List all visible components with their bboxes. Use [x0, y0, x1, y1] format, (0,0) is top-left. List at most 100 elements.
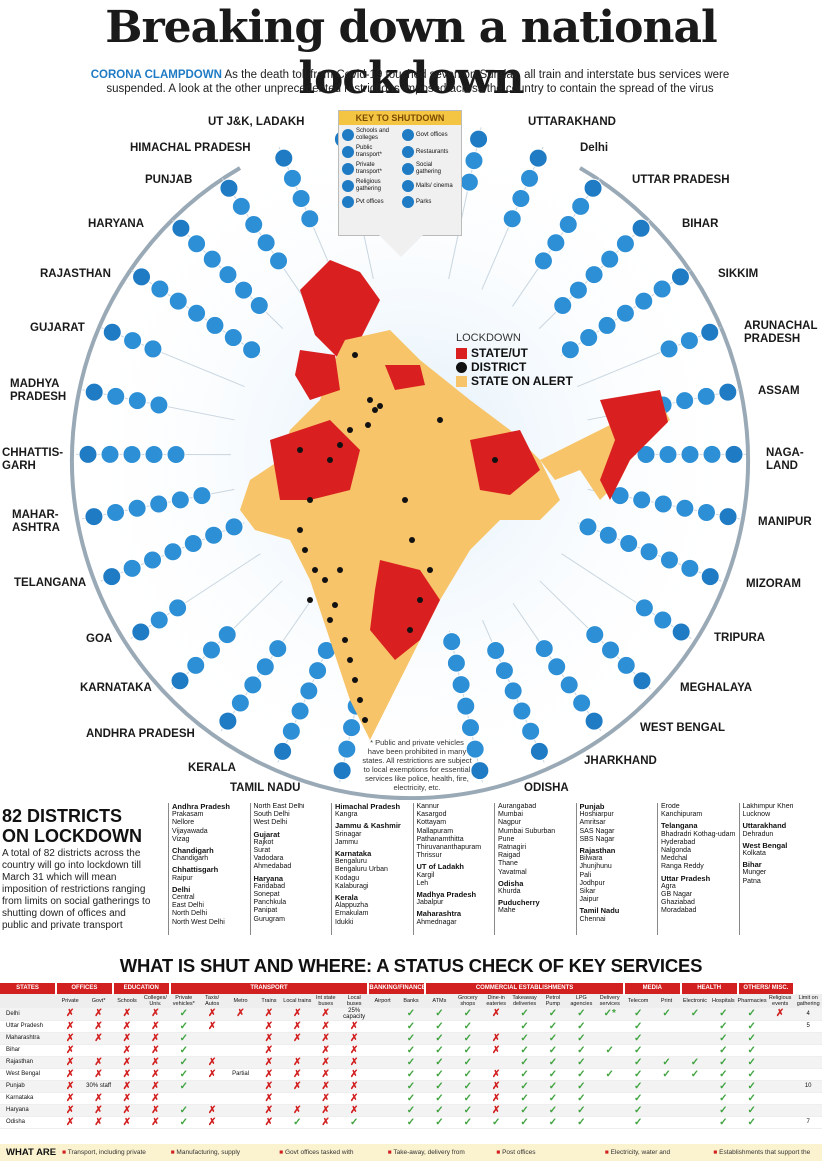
district-name: Mumbai Suburban [498, 827, 556, 835]
open-icon: ✓ [491, 1116, 501, 1128]
footer-label: WHAT ARE [6, 1147, 57, 1158]
closed-icon: ✗ [122, 1032, 132, 1044]
open-icon: ✓ [179, 1008, 188, 1020]
closed-icon: ✗ [122, 1068, 132, 1080]
closed-icon: ✗ [264, 1044, 274, 1056]
status-cell: ✓ [680, 1068, 710, 1081]
district-name: Raigad [498, 852, 521, 860]
key-item: Malls/ cinema [402, 179, 458, 193]
shutdown-icon [144, 444, 164, 464]
shutdown-icon [520, 168, 540, 188]
status-cell: ✗ [197, 1020, 227, 1033]
status-cell: ✓ [453, 1116, 482, 1129]
status-cell: ✓ [709, 1020, 738, 1033]
status-cell: ✓ [737, 1056, 766, 1069]
status-cell: ✓ [623, 1056, 653, 1069]
closed-icon: ✗ [264, 1056, 274, 1068]
status-cell: ✗ [197, 1056, 227, 1069]
closed-icon: ✗ [66, 1116, 75, 1128]
status-cell: ✗ [311, 1056, 340, 1069]
district-column: Erode Kanchipuram Telangana Bhadradri Kotha… [657, 803, 739, 935]
status-cell: ✗ [141, 1056, 170, 1069]
closed-icon: ✗ [491, 1092, 501, 1104]
status-cell: ✗ [56, 1020, 85, 1033]
district-dot [347, 657, 353, 663]
shutdown-icon [127, 391, 147, 411]
table-group-header: OTHERS/ MISC. [737, 983, 796, 995]
district-dot [297, 527, 303, 533]
shutdown-icon [186, 655, 206, 675]
shutdown-icon [615, 303, 635, 323]
status-cell [84, 1044, 113, 1057]
closed-icon: ✗ [349, 1092, 359, 1104]
open-icon: ✓ [179, 1044, 188, 1056]
district-name: Nellore [172, 819, 195, 827]
state-label: TAMIL NADU [230, 782, 301, 794]
status-cell: ✓ [169, 1080, 198, 1093]
table-row: Uttar Pradesh ✗ ✗ ✗ ✗ ✓ ✗ ✗ ✗ ✗ ✗ ✓ ✓ ✓ ✓ ✓ ✓ ✓ ✓ ✓ 5 [0, 1020, 822, 1033]
open-icon: ✓ [719, 1020, 728, 1032]
shutdown-icon [205, 315, 225, 335]
status-cell: ✓ [339, 1116, 369, 1129]
open-icon: ✓ [605, 1044, 614, 1056]
status-cell: ✓ [425, 1007, 454, 1021]
table-column-header: Takeaway deliveries [510, 994, 539, 1008]
status-cell: ✗ [765, 1007, 795, 1021]
status-cell [680, 1020, 710, 1033]
status-cell [197, 1044, 227, 1057]
district-name: North East Delhi [253, 803, 305, 810]
status-cell: ✗ [254, 1032, 284, 1045]
legend-label: STATE ON ALERT [471, 374, 573, 388]
shutdown-icon [451, 675, 471, 695]
table-row: Delhi ✗ ✗ ✗ ✗ ✓ ✗ ✗ ✗ ✗ ✗ 25% capacity ✓ ✓ ✓ ✗ ✓ ✓ ✓ ✓* ✓ ✓ ✓ ✓… [0, 1007, 822, 1021]
district-name: Jaipur [579, 896, 599, 904]
district-name: Khurda [498, 888, 521, 896]
footer-item: Post offices [496, 1149, 605, 1156]
open-icon: ✓ [719, 1068, 728, 1080]
shutdown-icon [470, 761, 490, 781]
status-cell: ✓ [737, 1080, 766, 1093]
district-name: Kalaburagi [335, 882, 369, 890]
shutdown-icon [170, 490, 190, 510]
status-cell: ✓ [169, 1007, 198, 1021]
key-label: Private transport* [356, 162, 383, 175]
district-dot [322, 577, 328, 583]
key-label: Public transport* [356, 145, 383, 158]
shutdown-icon [132, 267, 152, 287]
shutdown-icon [460, 718, 480, 738]
district-name: North Delhi [172, 910, 208, 918]
closed-icon: ✗ [236, 1008, 245, 1020]
open-icon: ✓ [548, 1020, 558, 1032]
state-label: ASSAM [758, 385, 800, 397]
closed-icon: ✗ [321, 1068, 330, 1080]
district-name: Rajkot [253, 838, 274, 846]
shutdown-icon [718, 382, 738, 402]
open-icon: ✓ [719, 1056, 728, 1068]
shutdown-icon [255, 657, 275, 677]
shutdown-icon [281, 721, 301, 741]
status-cell: ✗ [481, 1044, 511, 1057]
state-label: KERALA [188, 762, 236, 774]
shutdown-icon [256, 233, 276, 253]
status-cell [765, 1068, 795, 1081]
status-cell: ✗ [311, 1116, 340, 1129]
open-icon: ✓ [406, 1044, 416, 1056]
state-label: KARNATAKA [80, 682, 152, 694]
open-icon: ✓ [435, 1032, 444, 1044]
district-name: Ratnagiri [498, 844, 527, 852]
district-dot [377, 403, 383, 409]
status-cell: ✓ [538, 1068, 568, 1081]
key-item: Parks [402, 196, 458, 208]
table-column-header: Metro [226, 994, 255, 1008]
status-cell: ✓ [396, 1056, 426, 1069]
shutdown-icon [659, 339, 679, 359]
shutdown-icon [529, 741, 549, 761]
open-icon: ✓ [548, 1032, 558, 1044]
key-label: Restaurants [416, 148, 449, 155]
closed-icon: ✗ [491, 1032, 501, 1044]
status-cell [794, 1104, 822, 1117]
district-name: West Delhi [253, 819, 288, 827]
open-icon: ✓ [520, 1080, 529, 1092]
status-cell: ✗ [141, 1020, 170, 1033]
status-cell: ✓ [680, 1007, 710, 1021]
